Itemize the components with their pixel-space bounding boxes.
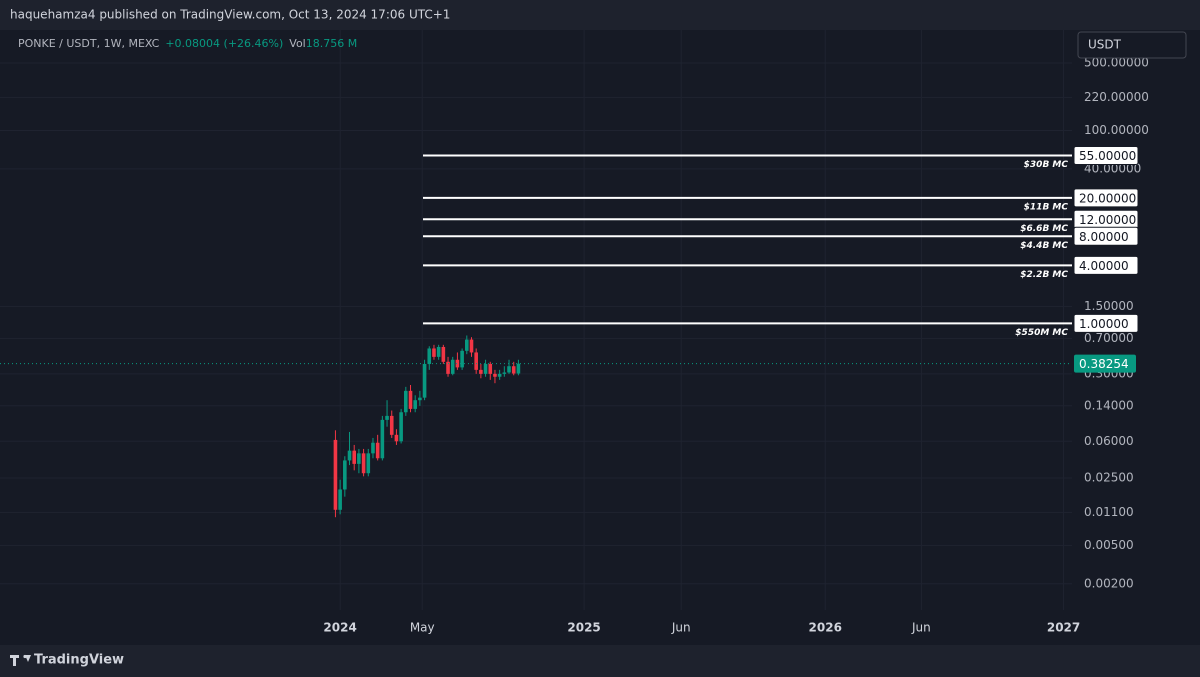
published-text: haquehamza4 published on TradingView.com… [10, 8, 450, 22]
candle-body [460, 350, 464, 368]
level-label: 55.00000 [1079, 149, 1136, 163]
candle-body [399, 412, 403, 442]
candle-body [333, 439, 338, 510]
candle-body [432, 348, 436, 357]
candle-body [483, 363, 488, 374]
x-tick-label: 2024 [323, 621, 356, 635]
y-tick-label: 0.06000 [1084, 434, 1134, 448]
candle-body [338, 489, 342, 510]
x-tick-label: Jun [911, 621, 931, 635]
candle-body [441, 346, 446, 362]
candle-body [366, 453, 371, 474]
currency-button[interactable] [1077, 31, 1187, 59]
x-tick-label: Jun [671, 621, 691, 635]
candle-body [436, 346, 441, 357]
overlay: 0.38254 55.00000 $30B MC 20.00000 $11B MC 12.… [1015, 146, 1139, 373]
level-label: 20.00000 [1079, 191, 1136, 205]
y-tick-label: 0.02500 [1084, 470, 1134, 484]
candle-body [413, 400, 417, 409]
y-tick-label: 1.50000 [1084, 299, 1134, 313]
x-tick-label: 2025 [567, 621, 600, 635]
level-note: $550M MC [1015, 328, 1068, 338]
candle-body [375, 442, 380, 459]
level-note: $4.4B MC [1020, 241, 1068, 251]
currency[interactable]: USDT [1088, 38, 1122, 52]
level-tag [1073, 313, 1139, 333]
level-note: $11B MC [1024, 202, 1069, 212]
level-label: 1.00000 [1079, 317, 1129, 331]
volume-label: Vol [289, 37, 305, 50]
logo-v [21, 655, 31, 662]
candle-body [361, 453, 366, 474]
candle-body [446, 361, 450, 374]
y-tick-label: 0.14000 [1084, 398, 1134, 412]
candle-body [488, 363, 493, 374]
level-tag [1073, 226, 1139, 246]
candle-body [469, 339, 474, 353]
candle-body [394, 434, 399, 442]
level-tag [1073, 255, 1139, 275]
candle-body [418, 397, 422, 401]
candle-body [455, 359, 460, 368]
y-tick-label: 220.00000 [1084, 90, 1149, 104]
last-price-tag [1074, 354, 1136, 373]
candle-body [479, 369, 483, 374]
level-note: $6.6B MC [1020, 224, 1068, 234]
level-note: $2.2B MC [1020, 270, 1068, 280]
change: +0.08004 (+26.46%) [165, 37, 283, 50]
plot [0, 154, 1072, 518]
candle-body [371, 442, 375, 454]
symbol-line: PONKE / USDT, 1W, MEXC +0.08004 (+26.46%)… [18, 37, 357, 50]
logo-t [10, 655, 19, 666]
candle-body [347, 450, 352, 461]
candle-body [465, 339, 469, 351]
x-tick-label: 2027 [1047, 621, 1080, 635]
candle-body [507, 366, 511, 373]
candle-body [408, 390, 413, 409]
brand: TradingView [34, 653, 124, 668]
level-label: 12.00000 [1079, 213, 1136, 227]
top-bar [0, 0, 1200, 30]
grid [0, 30, 1072, 610]
brand-logo [10, 654, 31, 666]
symbol: PONKE / USDT, 1W, MEXC [18, 37, 160, 50]
y-tick-label: 0.70000 [1084, 331, 1134, 345]
level-note: $30B MC [1024, 160, 1069, 170]
candle-body [493, 373, 497, 377]
x-tick-label: 2026 [809, 621, 842, 635]
candle-body [357, 453, 361, 464]
volume: 18.756 M [306, 37, 357, 50]
candle-body [352, 450, 357, 464]
x-tick-label: May [410, 621, 435, 635]
candle-body [343, 460, 347, 490]
candle-body [450, 359, 455, 374]
candle-body [427, 348, 432, 364]
y-tick-label: 500.00000 [1084, 56, 1149, 70]
last-price-label: 0.38254 [1079, 357, 1129, 371]
candle-body [497, 373, 502, 377]
level-tag [1073, 188, 1139, 208]
y-tick-label: 0.00200 [1084, 576, 1134, 590]
candle-body [502, 372, 507, 374]
candle-body [389, 415, 394, 435]
level-label: 8.00000 [1079, 230, 1129, 244]
candle-body [474, 352, 478, 370]
candle-body [511, 366, 516, 374]
y-tick-label: 0.01100 [1084, 505, 1134, 519]
level-label: 4.00000 [1079, 259, 1129, 273]
y-tick-label: 0.00500 [1084, 538, 1134, 552]
candle-body [516, 363, 521, 374]
candle-body [404, 390, 408, 413]
candle-body [422, 363, 427, 398]
bottom-bar [0, 645, 1200, 677]
candle-body [380, 419, 385, 459]
candle-body [385, 415, 389, 420]
logo-dot [23, 654, 27, 659]
level-tag [1073, 146, 1139, 166]
axes: 500.00000220.00000100.0000040.000001.500… [323, 56, 1148, 635]
y-tick-label: 100.00000 [1084, 123, 1149, 137]
